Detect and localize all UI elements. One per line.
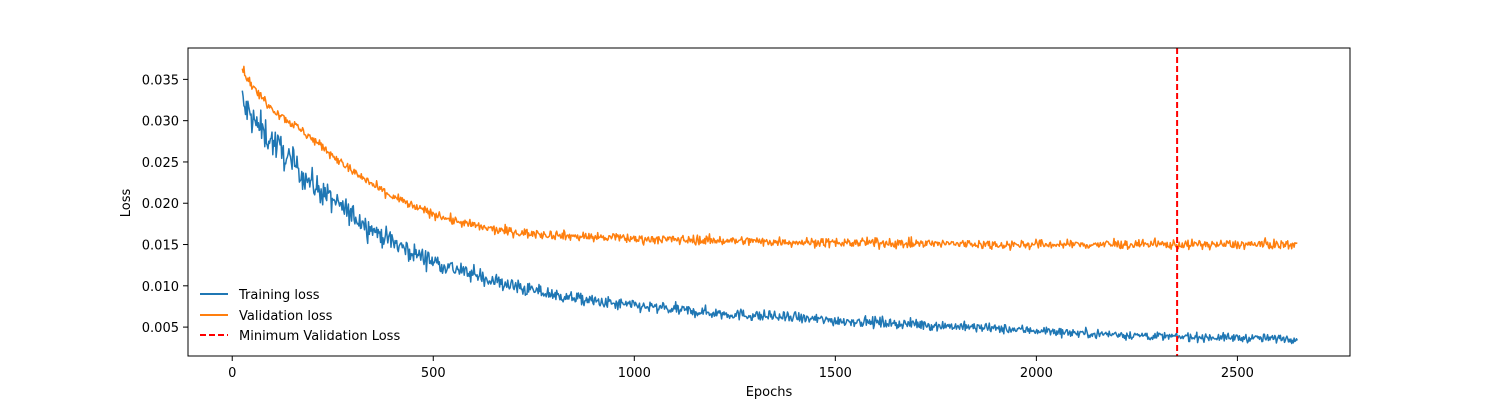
legend-label-validation: Validation loss <box>239 309 333 324</box>
y-tick-label: 0.035 <box>142 73 179 88</box>
x-axis: 0 500 1000 1500 2000 2500 <box>228 356 1254 381</box>
y-axis: 0.005 0.010 0.015 0.020 0.025 0.030 0.035 <box>142 73 188 336</box>
y-tick-label: 0.030 <box>142 115 179 130</box>
x-tick-label: 1500 <box>819 366 852 381</box>
legend: Training loss Validation loss Minimum Va… <box>200 288 400 344</box>
legend-label-training: Training loss <box>238 288 320 303</box>
y-tick-label: 0.015 <box>142 239 179 254</box>
y-tick-label: 0.005 <box>142 321 179 336</box>
x-tick-label: 1000 <box>618 366 651 381</box>
x-tick-label: 2500 <box>1221 366 1254 381</box>
legend-label-min-val: Minimum Validation Loss <box>239 329 400 344</box>
plot-lines <box>241 48 1298 356</box>
y-tick-label: 0.025 <box>142 156 179 171</box>
plot-frame <box>187 47 1351 357</box>
x-axis-label: Epochs <box>746 385 793 400</box>
y-tick-label: 0.020 <box>142 197 179 212</box>
training-loss-line <box>241 90 1298 345</box>
x-tick-label: 0 <box>228 366 236 381</box>
y-axis-label: Loss <box>119 189 134 218</box>
y-tick-label: 0.010 <box>142 280 179 295</box>
plot-background <box>188 48 1350 356</box>
validation-loss-line <box>241 65 1298 251</box>
x-tick-label: 2000 <box>1020 366 1053 381</box>
x-tick-label: 500 <box>421 366 446 381</box>
